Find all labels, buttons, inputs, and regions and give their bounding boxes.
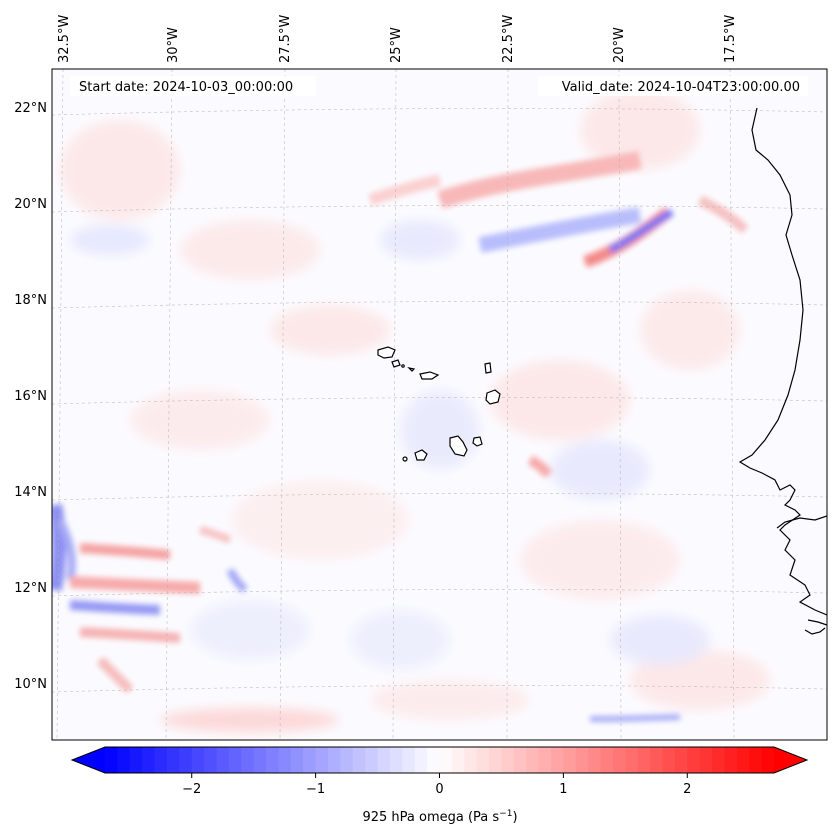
lat-label: 18°N [14,293,47,308]
colorbar-tick-label: 1 [559,782,567,797]
colorbar-segment [179,747,193,773]
colorbar-segment [241,747,255,773]
colorbar-segment [290,747,304,773]
colorbar-segment [761,747,775,773]
colorbar-tick-label: −1 [306,782,325,797]
colorbar-segment [650,747,664,773]
colorbar-segment [513,747,527,773]
colorbar-segment [204,747,218,773]
colorbar-segment [464,747,478,773]
colorbar-segment [551,747,564,773]
colorbar-segment [228,747,242,773]
lon-label: 30°W [166,27,181,63]
lon-label: 22.5°W [501,15,516,63]
colorbar-tick-label: −2 [182,782,201,797]
colorbar-segment [625,747,639,773]
lat-label: 14°N [14,485,47,500]
lon-label: 17.5°W [723,15,738,63]
colorbar-segment [612,747,626,773]
colorbar-segment [476,747,490,773]
colorbar-segment [489,747,503,773]
colorbar-outline [70,746,809,774]
lon-label: 20°W [612,27,627,63]
longitude-labels: 32.5°W 30°W 27.5°W 25°W 22.5°W 20°W 17.5… [57,15,738,63]
colorbar-segment [600,747,614,773]
lat-label: 16°N [14,389,47,404]
start-date-box [70,76,316,96]
lon-label: 27.5°W [278,15,293,63]
lon-label: 32.5°W [57,15,72,63]
colorbar-segment [501,747,515,773]
colorbar-segment [699,747,713,773]
lat-label: 12°N [14,581,47,596]
colorbar-segment [389,747,403,773]
coastline [738,107,827,635]
valid-date-text: Valid_date: 2024-10-04T23:00:00.00 [562,80,800,95]
lat-label: 22°N [14,101,47,116]
colorbar-label: 925 hPa omega (Pa s−1) [362,809,517,825]
valid-date-box [538,76,808,96]
latitude-labels: 22°N 20°N 18°N 16°N 14°N 12°N 10°N [14,101,47,692]
colorbar-segment [117,747,131,773]
lat-label: 10°N [14,677,47,692]
colorbar-extend-low [72,747,105,773]
colorbar-segment [538,747,552,773]
colorbar-segment [724,747,738,773]
colorbar-segment [352,747,366,773]
colorbar-segment [575,747,589,773]
colorbar-segment [191,747,205,773]
map-frame [51,68,828,741]
colorbar-segment [105,747,118,773]
colorbar-segment [253,747,267,773]
colorbar-segment [303,747,317,773]
omega-field [52,90,770,732]
colorbar-segment [414,747,428,773]
colorbar-segment [328,747,341,773]
colorbar-segments [72,747,807,773]
colorbar-segment [278,747,292,773]
colorbar-segment [402,747,416,773]
colorbar-segment [662,747,676,773]
gridlines [52,69,827,740]
colorbar-tick-label: 0 [435,782,443,797]
colorbar-segment [451,747,465,773]
colorbar-segment [712,747,726,773]
colorbar-segment [266,747,280,773]
start-date-text: Start date: 2024-10-03_00:00:00 [79,80,293,95]
colorbar-extend-high [774,747,807,773]
lon-label: 25°W [389,27,404,63]
colorbar-segment [674,747,688,773]
colorbar: −2 −1 0 1 2 925 hPa omega (Pa s−1) [70,746,809,825]
colorbar-tick-label: 2 [683,782,691,797]
colorbar-segment [166,747,180,773]
colorbar-segment [154,747,168,773]
colorbar-segment [315,747,329,773]
colorbar-segment [637,747,651,773]
colorbar-segment [340,747,354,773]
colorbar-segment [563,747,577,773]
colorbar-ticks: −2 −1 0 1 2 [182,773,691,797]
colorbar-segment [439,747,453,773]
lat-label: 20°N [14,197,47,212]
colorbar-segment [427,747,441,773]
colorbar-segment [142,747,156,773]
colorbar-segment [749,747,763,773]
colorbar-segment [365,747,379,773]
colorbar-segment [216,747,230,773]
colorbar-segment [377,747,391,773]
colorbar-segment [526,747,540,773]
colorbar-segment [588,747,602,773]
cape-verde-islands [377,346,501,462]
colorbar-segment [736,747,750,773]
colorbar-segment [687,747,701,773]
colorbar-segment [129,747,143,773]
